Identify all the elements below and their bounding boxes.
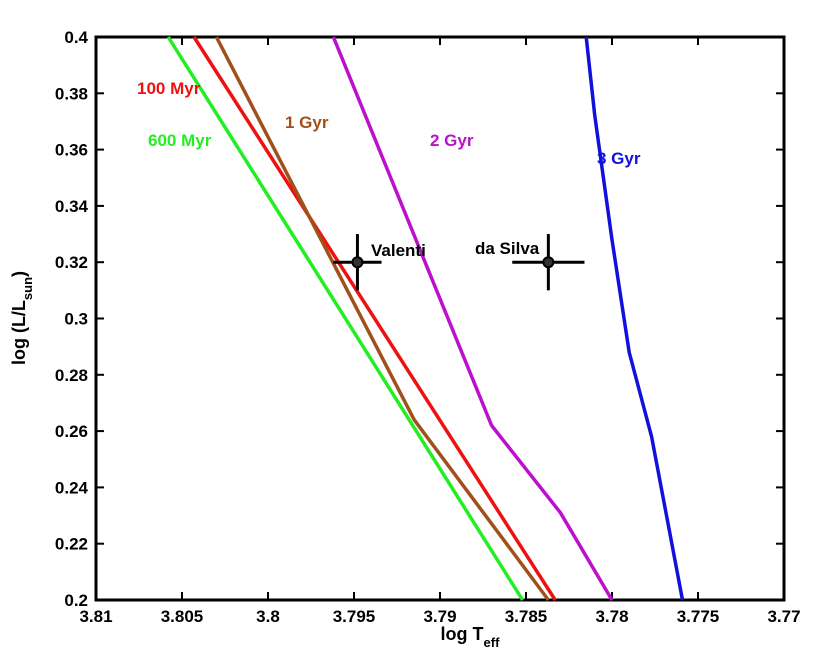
y-tick-label: 0.38 bbox=[55, 84, 88, 103]
series-line-1-gyr bbox=[214, 36, 550, 602]
x-tick-label: 3.81 bbox=[79, 607, 112, 626]
y-tick-label: 0.4 bbox=[64, 28, 88, 47]
y-tick-label: 0.36 bbox=[55, 141, 88, 160]
series-label-1-gyr: 1 Gyr bbox=[285, 113, 329, 132]
series-line-600-myr bbox=[166, 36, 525, 601]
x-tick-label: 3.8 bbox=[256, 607, 280, 626]
x-axis-title: log Teff bbox=[441, 624, 501, 650]
x-axis-title-sub: eff bbox=[484, 635, 501, 650]
y-tick-label: 0.22 bbox=[55, 535, 88, 554]
y-tick-label: 0.28 bbox=[55, 366, 88, 385]
series-line-3-gyr bbox=[584, 36, 685, 601]
y-axis-title-close: ) bbox=[9, 271, 29, 277]
x-tick-label: 3.785 bbox=[505, 607, 548, 626]
y-tick-label: 0.3 bbox=[64, 310, 88, 329]
y-tick-label: 0.24 bbox=[55, 478, 89, 497]
series-line-100-myr bbox=[192, 36, 557, 601]
series-label-3-gyr: 3 Gyr bbox=[597, 149, 641, 168]
x-axis-title-main: log T bbox=[441, 624, 484, 644]
series-label-2-gyr: 2 Gyr bbox=[430, 131, 474, 150]
plot-frame bbox=[94, 35, 786, 602]
x-tick-label: 3.78 bbox=[595, 607, 628, 626]
x-tick-label: 3.805 bbox=[161, 607, 204, 626]
series-label-600-myr: 600 Myr bbox=[148, 131, 212, 150]
y-axis-title: log (L/Lsun) bbox=[9, 271, 35, 365]
x-tick-label: 3.775 bbox=[677, 607, 720, 626]
y-axis-title-sub: sun bbox=[20, 277, 35, 300]
data-point-da-silva bbox=[542, 256, 555, 269]
data-point-valenti bbox=[351, 256, 364, 269]
y-tick-label: 0.2 bbox=[64, 591, 88, 610]
x-tick-label: 3.795 bbox=[333, 607, 376, 626]
point-label-valenti: Valenti bbox=[371, 241, 426, 260]
point-label-da-silva: da Silva bbox=[475, 239, 540, 258]
y-axis-title-main: log (L/L bbox=[9, 300, 29, 365]
y-tick-label: 0.34 bbox=[55, 197, 89, 216]
x-tick-label: 3.79 bbox=[423, 607, 456, 626]
series-label-100-myr: 100 Myr bbox=[137, 79, 201, 98]
x-tick-label: 3.77 bbox=[767, 607, 800, 626]
y-tick-label: 0.26 bbox=[55, 422, 88, 441]
y-tick-label: 0.32 bbox=[55, 253, 88, 272]
series-line-2-gyr bbox=[331, 36, 614, 601]
